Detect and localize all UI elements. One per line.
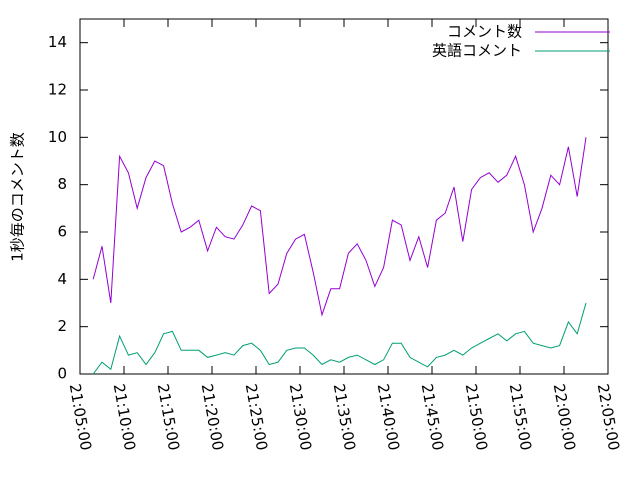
- series-line: [92, 302, 587, 375]
- legend-label: 英語コメント: [432, 42, 522, 60]
- y-tick-label: 4: [57, 270, 67, 288]
- y-tick-label: 6: [57, 223, 67, 241]
- series-line: [92, 137, 587, 317]
- y-tick-label: 12: [48, 81, 67, 99]
- y-tick-label: 0: [57, 365, 67, 383]
- legend-label: コメント数: [447, 23, 522, 41]
- y-tick-label: 10: [48, 128, 67, 146]
- y-tick-label: 2: [57, 317, 67, 335]
- y-axis-label: 1秒毎のコメント数: [9, 132, 27, 262]
- y-tick-label: 8: [57, 175, 67, 193]
- y-tick-label: 14: [48, 33, 67, 51]
